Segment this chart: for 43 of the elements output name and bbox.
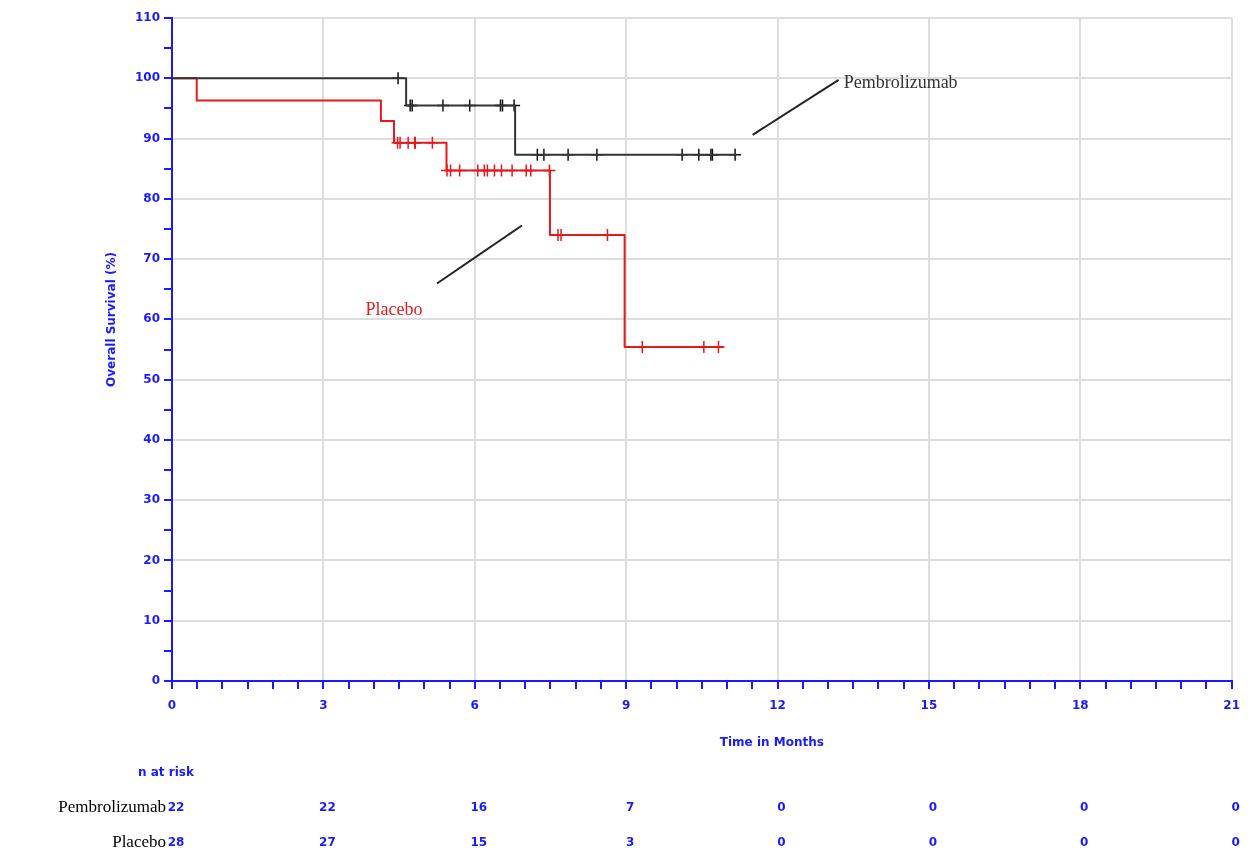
text: 22 <box>167 800 185 815</box>
y-tick-label: 100 <box>134 70 160 85</box>
y-tick-label: 0 <box>151 673 160 688</box>
text: 0 <box>1080 800 1089 815</box>
text: 28 <box>167 835 185 850</box>
text: 0 <box>928 800 938 815</box>
x-tick-label: 12 <box>769 698 786 713</box>
y-tick-label: 50 <box>143 371 160 386</box>
text: 0 <box>1231 835 1240 850</box>
x-tick-label: 18 <box>1071 698 1089 713</box>
text: Placebo <box>112 832 166 852</box>
x-tick-label: 15 <box>920 698 938 713</box>
x-tick-label: 9 <box>621 698 631 713</box>
text: 22 <box>319 800 336 815</box>
text: 7 <box>625 800 635 815</box>
text: 0 <box>777 800 786 815</box>
x-tick-label: 6 <box>470 698 479 713</box>
text: 0 <box>928 835 938 850</box>
x-axis-title: Time in Months <box>719 735 824 750</box>
y-tick-label: 80 <box>143 190 160 205</box>
text: 16 <box>470 800 488 815</box>
text: Pembrolizumab <box>58 797 166 817</box>
text: Placebo <box>365 299 423 320</box>
text: 15 <box>470 835 488 850</box>
y-tick-label: 20 <box>143 552 160 567</box>
x-tick-label: 3 <box>319 698 328 713</box>
y-axis-title: Overall Survival (%) <box>104 252 119 387</box>
y-tick-label: 40 <box>143 432 160 447</box>
y-tick-label: 30 <box>143 492 160 507</box>
y-tick-label: 90 <box>143 130 160 145</box>
y-tick-label: 110 <box>134 10 160 25</box>
text: n at risk <box>138 765 195 780</box>
x-tick-label: 21 <box>1223 698 1240 713</box>
y-tick-label: 60 <box>143 311 160 326</box>
text: 27 <box>319 835 336 850</box>
text: 0 <box>1231 800 1240 815</box>
x-tick-label: 0 <box>167 698 177 713</box>
y-tick-label: 10 <box>143 612 160 627</box>
y-tick-label: 70 <box>143 251 160 266</box>
text: 3 <box>625 835 635 850</box>
text: 0 <box>777 835 786 850</box>
text: Pembrolizumab <box>843 71 958 92</box>
text: 0 <box>1080 835 1089 850</box>
